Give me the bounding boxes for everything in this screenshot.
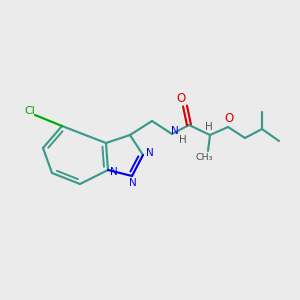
Text: N: N (129, 178, 137, 188)
Text: Cl: Cl (25, 106, 35, 116)
Text: O: O (176, 92, 186, 104)
Text: N: N (110, 167, 118, 177)
Text: N: N (171, 126, 179, 136)
Text: N: N (146, 148, 154, 158)
Text: CH₃: CH₃ (195, 154, 213, 163)
Text: O: O (224, 112, 234, 125)
Text: H: H (205, 122, 213, 132)
Text: H: H (179, 135, 187, 145)
